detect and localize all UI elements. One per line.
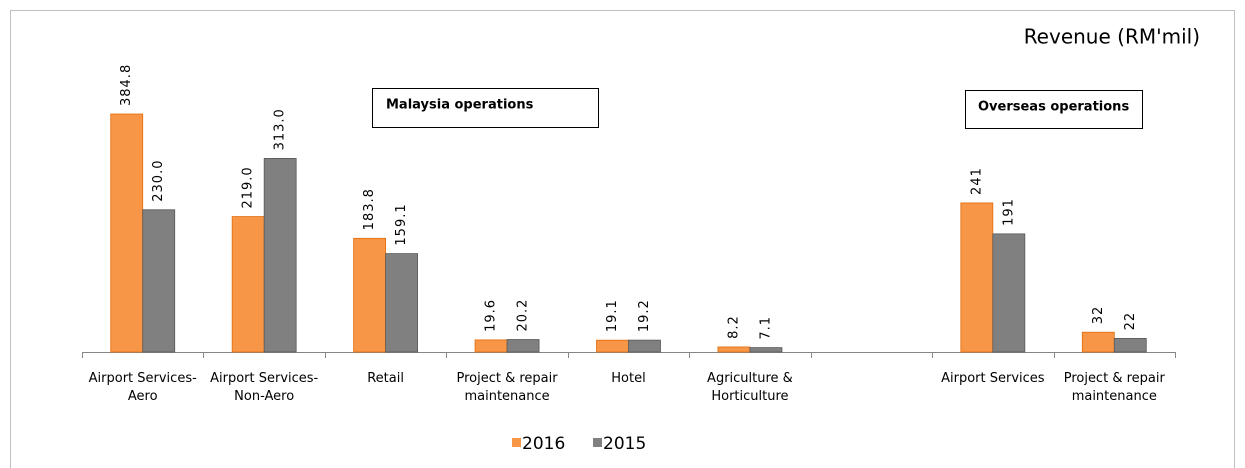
- bar: [628, 339, 661, 353]
- data-label: 22: [1123, 312, 1138, 331]
- data-label: 230.0: [151, 160, 166, 202]
- bar: [1113, 337, 1147, 353]
- x-tick-label-line: Retail: [367, 371, 404, 386]
- x-tick-label: Retail: [367, 371, 404, 386]
- bar: [992, 233, 1026, 353]
- chart-border: [10, 10, 1235, 468]
- x-tick-label-line: Airport Services-: [89, 371, 197, 386]
- data-label: 219.0: [241, 166, 256, 208]
- x-tick-label-line: Project & repair: [1064, 371, 1166, 386]
- x-tick-label-line: Hotel: [611, 371, 645, 386]
- legend-label: 2015: [603, 434, 646, 454]
- bar: [142, 209, 176, 353]
- data-label: 191: [1001, 198, 1016, 226]
- bar: [717, 346, 751, 353]
- x-tick-label-line: Horticulture: [711, 389, 788, 404]
- x-tick-label-line: Non-Aero: [234, 389, 294, 404]
- data-label: 7.1: [758, 316, 773, 340]
- data-label: 32: [1091, 306, 1106, 325]
- bar: [960, 202, 994, 353]
- bar: [596, 339, 629, 353]
- annotation-box: [965, 90, 1143, 129]
- x-tick-label-line: maintenance: [1072, 389, 1157, 404]
- x-tick-label: Hotel: [611, 371, 645, 386]
- x-tick-label-line: Agriculture &: [707, 371, 793, 386]
- data-label: 20.2: [516, 299, 531, 332]
- x-tick-label: Project & repair maintenance: [1064, 371, 1166, 404]
- data-label: 8.2: [726, 315, 741, 339]
- data-label: 241: [969, 167, 984, 195]
- bar: [385, 253, 419, 353]
- data-label: 19.1: [605, 299, 620, 332]
- data-label: 183.8: [362, 188, 377, 230]
- annotation: Malaysia operations: [386, 98, 534, 113]
- data-label: 313.0: [273, 108, 288, 150]
- x-tick-label-line: maintenance: [464, 389, 549, 404]
- chart-title: Revenue (RM'mil): [1024, 25, 1200, 49]
- x-tick-label: Airport Services- Non-Aero: [210, 371, 318, 404]
- bar: [749, 347, 783, 353]
- bar: [474, 339, 508, 353]
- x-tick-label-line: Airport Services: [941, 371, 1045, 386]
- x-tick-label: Airport Services- Aero: [89, 371, 197, 404]
- legend-label: 2016: [522, 434, 565, 454]
- legend-swatch: [593, 438, 602, 447]
- annotation: Overseas operations: [978, 100, 1129, 115]
- data-label: 384.8: [119, 64, 134, 106]
- bar: [263, 158, 297, 353]
- annotation-box: [372, 88, 599, 128]
- data-label: 19.6: [484, 299, 499, 332]
- bar: [353, 237, 387, 353]
- bar: [110, 113, 144, 353]
- legend-swatch: [512, 438, 521, 447]
- x-tick-label-line: Aero: [128, 389, 158, 404]
- bar: [231, 216, 265, 353]
- data-label: 19.2: [637, 299, 652, 332]
- bar: [506, 339, 540, 353]
- x-tick-label-line: Airport Services-: [210, 371, 318, 386]
- data-label: 159.1: [394, 203, 409, 245]
- x-tick-label-line: Project & repair: [456, 371, 558, 386]
- x-tick-label: Agriculture & Horticulture: [707, 371, 793, 404]
- bar: [1081, 331, 1115, 353]
- x-tick-label: Airport Services: [941, 371, 1045, 386]
- x-tick-label: Project & repair maintenance: [456, 371, 558, 404]
